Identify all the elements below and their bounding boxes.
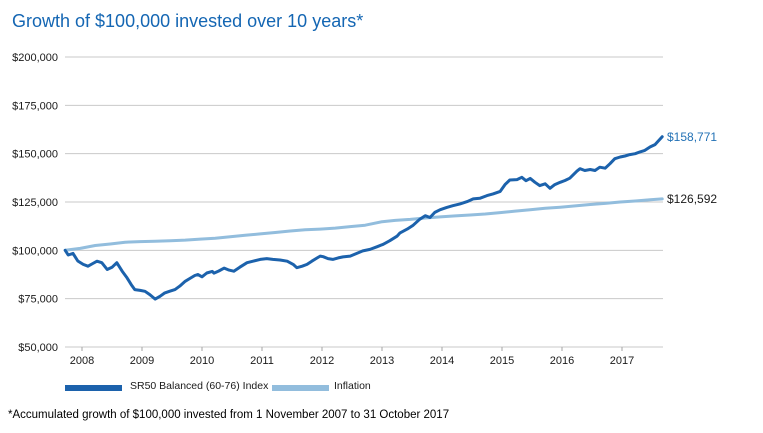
y-axis-label: $50,000 [18,342,58,354]
y-axis-label: $200,000 [12,52,58,64]
x-axis-label: 2011 [250,355,274,367]
legend-swatch-inflation [272,385,329,391]
end-label-sr50-balanced-index: $158,771 [667,129,718,144]
footnote: *Accumulated growth of $100,000 invested… [8,409,450,421]
legend-label-sr50-balanced-index: SR50 Balanced (60-76) Index [130,380,269,392]
page-title: Growth of $100,000 invested over 10 year… [12,11,364,31]
series-line-1 [63,197,664,252]
x-axis-label: 2008 [70,355,94,367]
x-axis-label: 2015 [490,355,514,367]
legend-swatch-sr50-balanced-index [65,385,122,391]
legend-label-inflation: Inflation [334,380,371,392]
y-axis-label: $100,000 [12,245,58,257]
x-axis-label: 2012 [310,355,334,367]
y-axis-label: $150,000 [12,149,58,161]
x-axis-label: 2014 [430,355,454,367]
series-line-0 [63,135,664,301]
x-axis-label: 2013 [370,355,394,367]
y-axis-label: $125,000 [12,197,58,209]
x-axis-label: 2016 [550,355,574,367]
y-axis-label: $175,000 [12,100,58,112]
end-label-inflation: $126,592 [667,191,718,206]
x-axis-label: 2010 [190,355,214,367]
x-axis-label: 2017 [610,355,634,367]
y-axis-label: $75,000 [18,294,58,306]
x-axis-label: 2009 [130,355,154,367]
